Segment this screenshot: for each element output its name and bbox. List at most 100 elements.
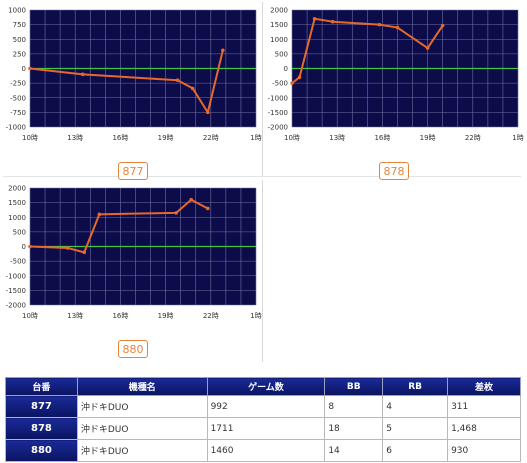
y-tick-label: 1500 [8,199,26,207]
data-point [82,250,87,255]
y-tick-label: -1000 [6,124,26,132]
machine-880-button[interactable]: 880 [118,340,148,358]
cell-model: 沖ドキDUO [76,439,208,462]
col-header-number: 台番 [5,377,78,396]
data-point [395,25,400,30]
y-tick-label: 750 [13,21,26,29]
machine-878-button[interactable]: 878 [379,162,409,180]
series-line [291,17,444,84]
data-point [221,48,225,53]
data-point [330,19,335,24]
x-tick-label: 13時 [329,134,345,142]
data-point [28,244,32,249]
chart-880: 2000 1500 1000 500 0 -500 -1000 -1500 -2000 10時 13… [6,185,262,321]
data-point [189,197,194,202]
y-tick-label: 2000 [8,185,26,193]
data-point [425,46,430,50]
x-tick-label: 16時 [112,312,128,320]
table-row: 880 沖ドキDUO 1460 14 6 930 [5,439,521,462]
x-tick-label: 19時 [158,312,174,320]
x-tick-label: 16時 [374,134,390,142]
chart-877: 1000 750 500 250 0 -250 -500 -750 -1000 10時 13時 16時… [6,7,262,143]
y-tick-label: 0 [284,65,288,73]
x-tick-label: 13時 [67,312,83,320]
y-tick-label: 1000 [8,7,26,15]
cell-games: 1460 [206,439,326,462]
x-tick-label: 16時 [112,134,128,142]
cell-number[interactable]: 880 [5,439,78,462]
cell-number[interactable]: 877 [5,395,78,418]
cell-number[interactable]: 878 [5,417,78,440]
col-header-bb: BB [324,377,384,396]
cell-model: 沖ドキDUO [76,417,208,440]
x-tick-label: 10時 [284,134,300,142]
data-point [312,16,317,21]
col-header-diff: 差枚 [447,377,521,396]
y-tick-label: 1000 [270,36,288,44]
y-tick-label: -500 [10,258,26,266]
cell-diff: 930 [447,439,521,462]
cell-model: 沖ドキDUO [76,395,208,418]
data-point [290,81,294,85]
y-tick-label: 1500 [270,21,288,29]
y-tick-label: 0 [22,243,26,251]
panel-divider [262,2,263,176]
col-header-model: 機種名 [76,377,208,396]
table-header-row: 台番 機種名 ゲーム数 BB RB 差枚 [5,377,521,396]
x-tick-label: 1時 [250,134,261,142]
y-tick-label: -2000 [268,124,288,132]
data-point [205,110,210,115]
data-point [97,212,102,217]
panel-divider [3,176,521,177]
y-tick-label: -250 [10,80,26,88]
data-point [297,75,302,80]
data-point [175,78,180,82]
data-point [190,86,195,91]
y-tick-label: -500 [272,80,288,88]
y-tick-label: -1000 [6,272,26,280]
x-tick-label: 10時 [22,134,38,142]
data-point [174,211,178,215]
cell-rb: 6 [382,439,449,462]
y-tick-label: 500 [275,50,288,58]
x-tick-label: 1時 [512,134,523,142]
y-tick-label: 0 [22,65,26,73]
table-row: 878 沖ドキDUO 1711 18 5 1,468 [5,417,521,440]
x-tick-label: 10時 [22,312,38,320]
y-tick-label: 1000 [8,214,26,222]
x-tick-label: 13時 [67,134,83,142]
data-point [65,246,70,250]
x-tick-label: 22時 [203,312,219,320]
table-row: 877 沖ドキDUO 992 8 4 311 [5,395,521,418]
y-tick-label: -1000 [268,94,288,102]
x-tick-label: 22時 [203,134,219,142]
machine-877-button[interactable]: 877 [118,162,148,180]
machine-table: 台番 機種名 ゲーム数 BB RB 差枚 877 沖ドキDUO 992 8 4 … [5,377,521,462]
y-tick-label: 500 [13,228,26,236]
col-header-rb: RB [382,377,449,396]
data-point [28,66,32,71]
series-line [29,50,224,114]
data-point [205,206,210,211]
y-tick-label: -1500 [6,287,26,295]
cell-rb: 5 [382,417,449,440]
data-point [80,72,85,77]
cell-bb: 18 [324,417,384,440]
cell-diff: 1,468 [447,417,521,440]
cell-diff: 311 [447,395,521,418]
cell-bb: 14 [324,439,384,462]
y-tick-label: -750 [10,109,26,117]
x-tick-label: 19時 [158,134,174,142]
chart-878: 2000 1500 1000 500 0 -500 -1000 -1500 -2000 10時 13… [268,7,524,143]
x-tick-label: 1時 [250,312,261,320]
y-tick-label: 500 [13,36,26,44]
x-tick-label: 22時 [465,134,481,142]
y-tick-label: -1500 [268,109,288,117]
cell-bb: 8 [324,395,384,418]
y-tick-label: -500 [10,94,26,102]
y-tick-label: 2000 [270,7,288,15]
data-point [440,23,445,28]
panel-divider [262,180,263,362]
data-point [377,22,382,27]
cell-rb: 4 [382,395,449,418]
